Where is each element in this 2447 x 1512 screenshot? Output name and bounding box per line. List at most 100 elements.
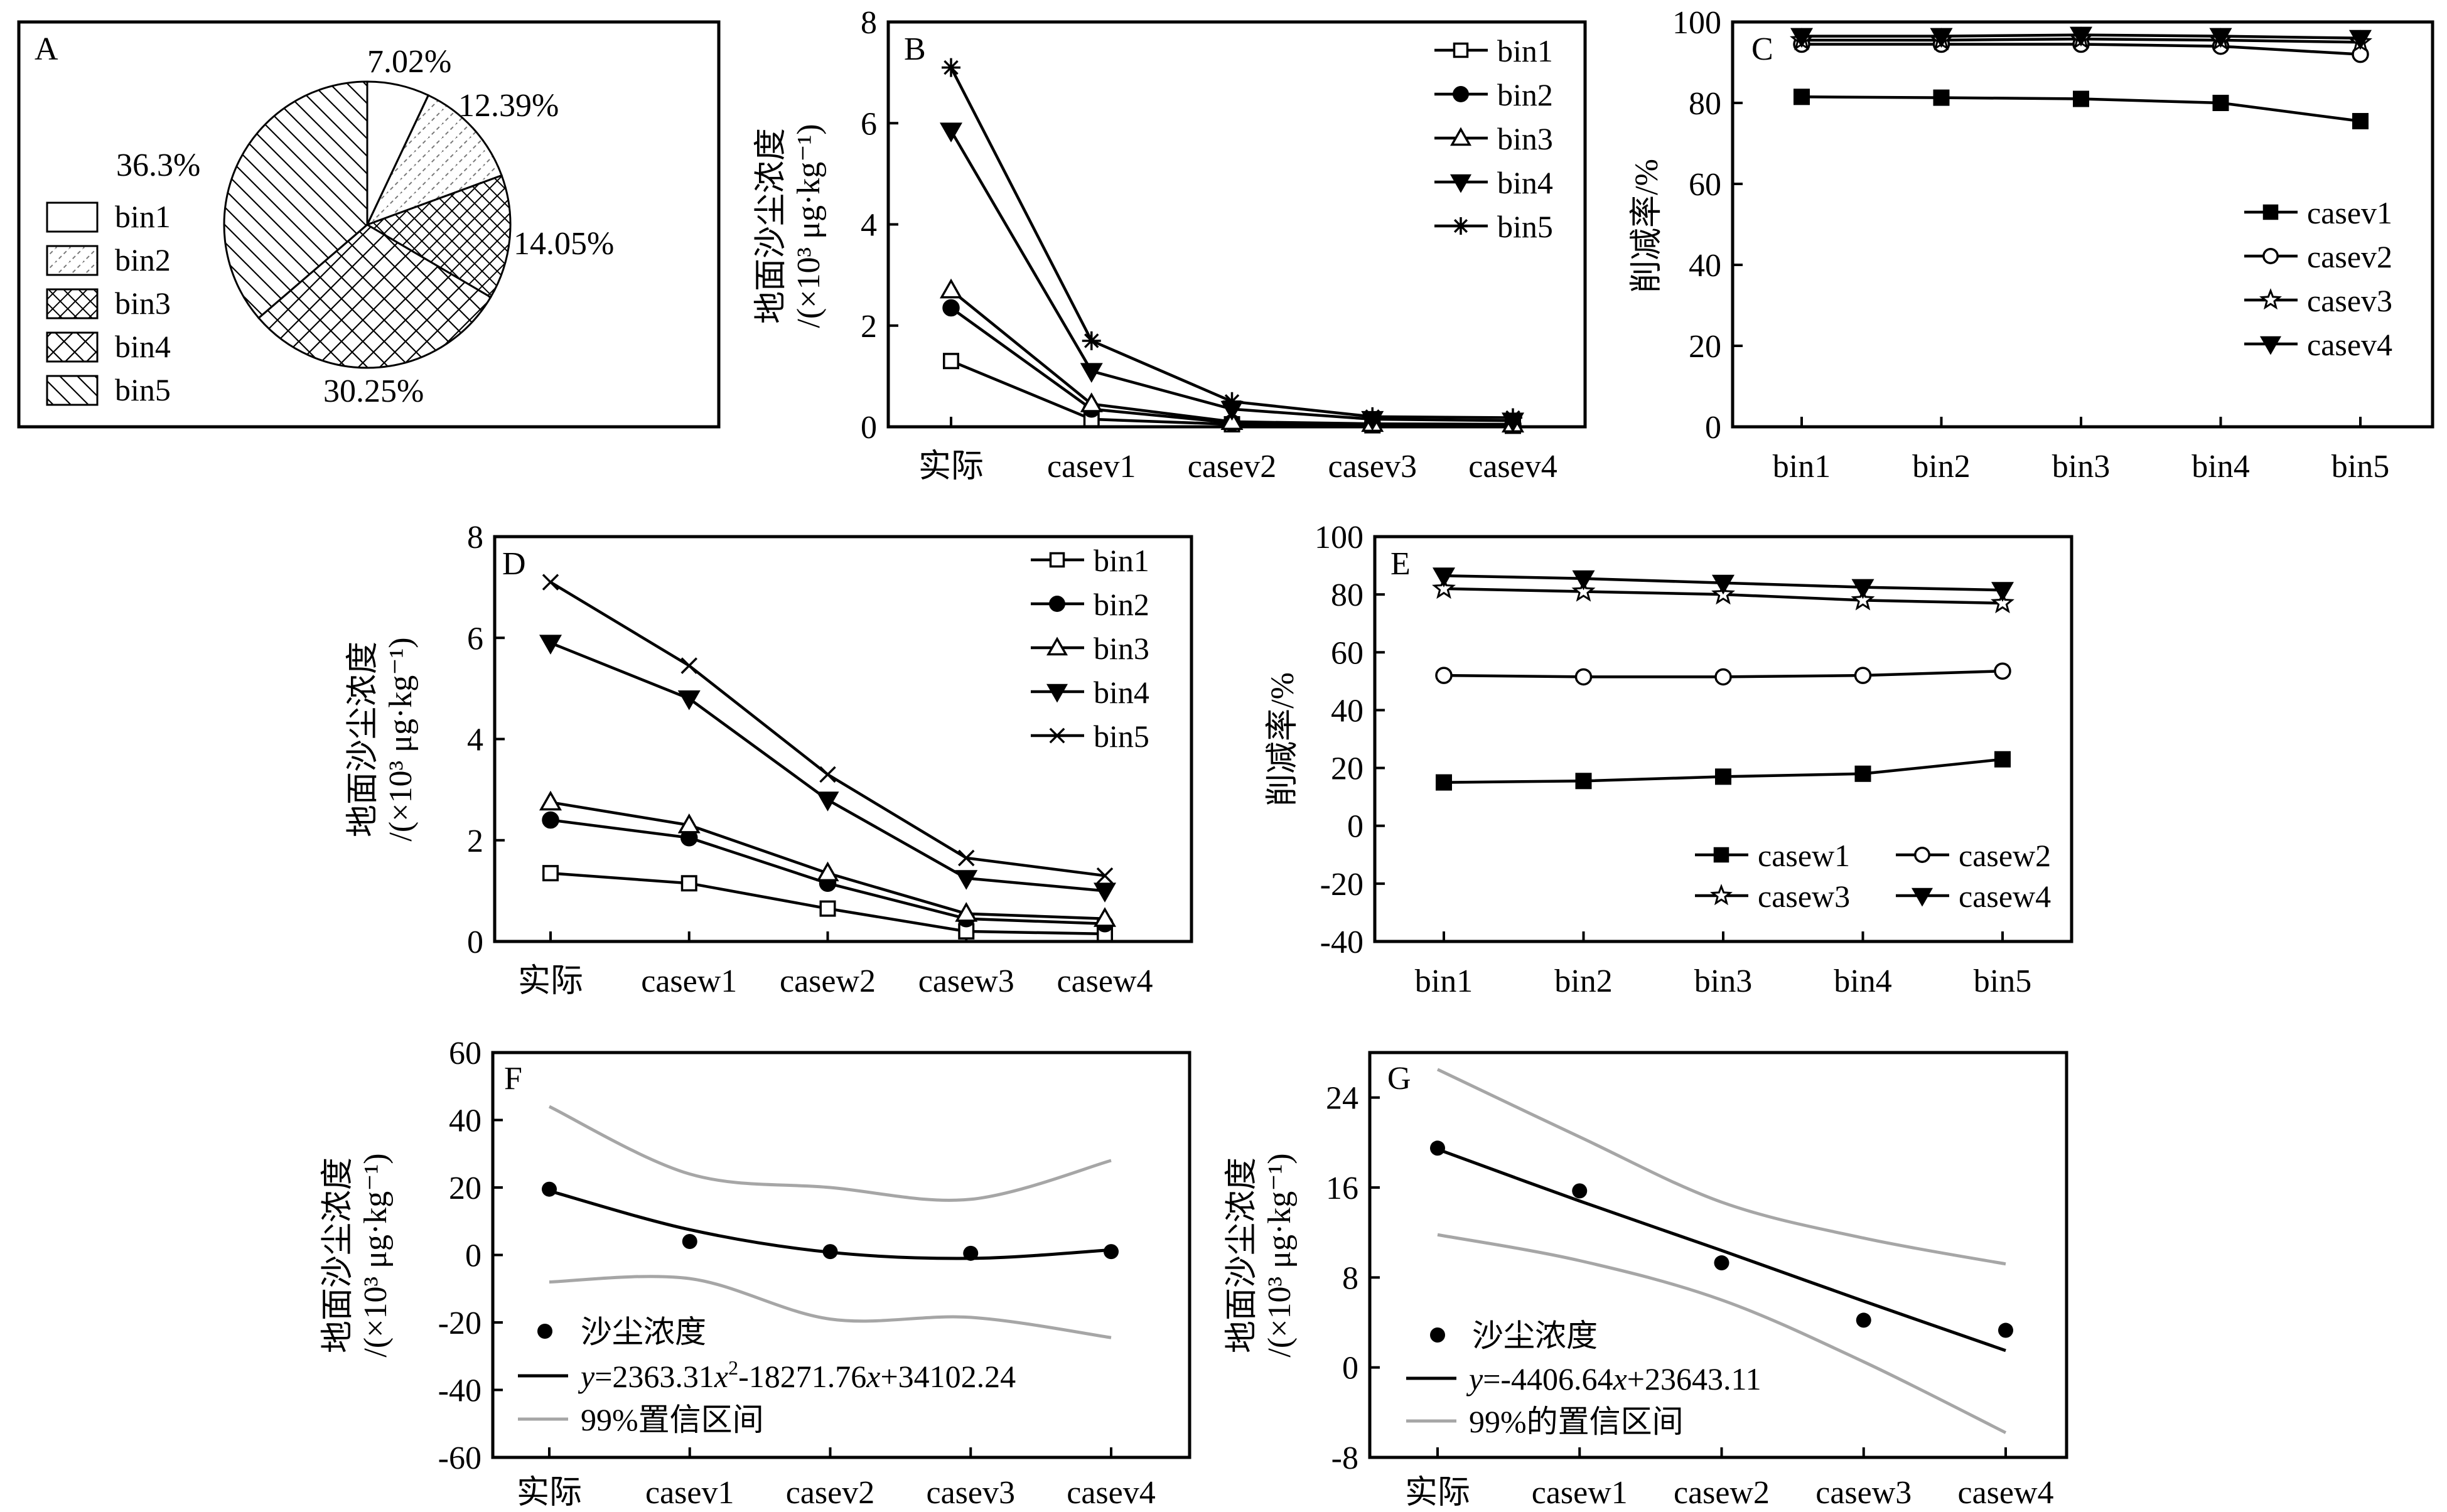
panel-b-ylabel-line1: 地面沙尘浓度: [753, 128, 789, 324]
y-tick-label: 8: [467, 520, 483, 555]
fit-y: y: [1466, 1361, 1483, 1397]
y-tick-label: 80: [1331, 577, 1363, 613]
data-point: [1714, 1255, 1729, 1271]
y-tick-label: 20: [449, 1171, 481, 1206]
panel-e-letter: E: [1390, 546, 1411, 582]
panel-e-y-ticks: -40 -20 0 20 40 60 80 100: [1315, 520, 1385, 960]
point-bin3: [539, 790, 562, 811]
x-tick-label: casev4: [1468, 449, 1557, 485]
panel-d-series: [539, 574, 1117, 942]
point-casew4: [1432, 567, 1456, 587]
pie-slice-bin3: [365, 174, 512, 299]
panel-a-letter: A: [35, 31, 58, 67]
point-casev1: [1933, 89, 1950, 106]
point-casev4: [1790, 28, 1814, 48]
legend-label-fit: y=2363.31x2-18271.76x+34102.24: [578, 1356, 1016, 1394]
x-tick-label: casew2: [1674, 1475, 1770, 1511]
x-tick-label: casew4: [1957, 1475, 2053, 1511]
pie-label-bin5: 36.3%: [116, 147, 200, 183]
x-tick-label: bin4: [2192, 449, 2249, 485]
panel-c-series: [1790, 26, 2372, 130]
series-casew2: [1435, 662, 2011, 686]
data-point: [1856, 1312, 1871, 1328]
point-bin4: [939, 122, 963, 142]
point-bin5: [958, 849, 975, 867]
panel-b-ylabel-line2: /(×10³ μg·kg⁻¹): [791, 124, 827, 328]
fit-const: +34102.24: [880, 1359, 1016, 1394]
ci-upper-line: [1436, 1068, 2006, 1266]
point-casev1: [2212, 95, 2229, 111]
panel-d-ylabel: 地面沙尘浓度 /(×10³ μg·kg⁻¹): [345, 637, 419, 841]
legend-marker-casev2: [2262, 248, 2279, 264]
panel-c-frame: [1731, 20, 2434, 429]
legend-label-bin2: bin2: [1497, 77, 1553, 112]
legend-label-bin5: bin5: [1497, 209, 1553, 244]
panel-c-ylabel-text: 削减率/%: [1629, 159, 1665, 293]
y-tick-label: 0: [467, 925, 483, 960]
pie-legend: bin1 bin2 bin3 bin4 bin5: [46, 199, 171, 407]
y-tick-label: -20: [1320, 867, 1363, 903]
data-point: [682, 1234, 697, 1249]
y-tick-label: -40: [1320, 925, 1363, 960]
fit-sup: 2: [728, 1356, 738, 1379]
y-tick-label: 24: [1326, 1081, 1358, 1117]
point-bin4: [677, 690, 701, 710]
panel-a-pie-chart: A 7.02% 12.39% 14.05% 30.25% 36.3% bin1 …: [17, 20, 721, 429]
panel-d-x-ticks: 实际 casew1 casew2 casew3 casew4: [518, 931, 1153, 999]
point-casew2: [1435, 667, 1453, 684]
data-point: [1430, 1140, 1445, 1156]
panel-d-letter: D: [502, 546, 526, 582]
y-tick-label: 16: [1326, 1171, 1358, 1206]
legend-swatch-bin5: [46, 375, 99, 406]
y-tick-label: 6: [467, 621, 483, 657]
panel-f-ylabel: 地面沙尘浓度 /(×10³ μg·kg⁻¹): [320, 1153, 394, 1357]
y-tick-label: 20: [1689, 329, 1721, 365]
point-casev1: [2352, 113, 2369, 130]
point-casew1: [1436, 774, 1452, 791]
point-casev4: [1930, 28, 1953, 48]
series-casew4: [1432, 567, 2014, 602]
pie-label-bin3: 14.05%: [514, 226, 614, 262]
legend-label-points: 沙尘浓度: [581, 1314, 706, 1349]
legend-swatch-bin3: [46, 288, 99, 319]
fit-x2: x: [866, 1359, 880, 1394]
legend-label-bin1: bin1: [1497, 33, 1553, 68]
point-bin3: [955, 902, 978, 922]
ci-upper-line: [548, 1105, 1112, 1202]
panel-f-y-ticks: -60 -40 -20 0 20 40 60: [438, 1036, 503, 1476]
pie-slices: [223, 80, 512, 369]
legend-label-bin3: bin3: [1094, 631, 1149, 666]
panel-g-frame: [1368, 1051, 2068, 1459]
x-tick-label: casew3: [1815, 1475, 1912, 1511]
y-tick-label: -40: [438, 1373, 481, 1409]
y-tick-label: 0: [1347, 809, 1363, 845]
fit-x1: x: [714, 1359, 728, 1394]
legend-label-bin4: bin4: [1094, 675, 1149, 710]
point-bin1: [680, 875, 697, 892]
point-bin3: [1093, 907, 1117, 927]
panel-f-legend: 沙尘浓度 y=2363.31x2-18271.76x+34102.24 99%置…: [518, 1314, 1016, 1437]
point-bin2: [542, 811, 559, 829]
panel-b-y-ticks: 0 2 4 6 8: [861, 5, 898, 446]
panel-d-ylabel-line2: /(×10³ μg·kg⁻¹): [383, 637, 419, 841]
fit-line: [1437, 1147, 2006, 1353]
x-tick-label: casew1: [641, 963, 737, 999]
legend-label-bin5: bin5: [115, 372, 171, 407]
panel-c-ylabel: 削减率/%: [1629, 159, 1665, 293]
fit-coef2: -18271.76: [738, 1359, 866, 1394]
ci-lower-line: [1437, 1233, 2007, 1434]
point-casew3: [1571, 579, 1596, 602]
point-casew3: [1991, 591, 2014, 614]
x-tick-label: 实际: [1405, 1475, 1470, 1511]
point-casew2: [1854, 667, 1872, 684]
fit-y: y: [578, 1359, 595, 1394]
panel-d-ylabel-line1: 地面沙尘浓度: [345, 641, 381, 837]
series-bin4: [539, 635, 1117, 903]
panel-g-scatter-fit: G 地面沙尘浓度 /(×10³ μg·kg⁻¹) -8 0 8 16 24 实际 case…: [1224, 1051, 2068, 1511]
y-tick-label: 0: [861, 410, 877, 446]
y-tick-label: 2: [861, 309, 877, 345]
legend-marker-casew1: [1713, 847, 1729, 863]
point-casew2: [1994, 662, 2011, 680]
data-point: [1998, 1322, 2013, 1338]
